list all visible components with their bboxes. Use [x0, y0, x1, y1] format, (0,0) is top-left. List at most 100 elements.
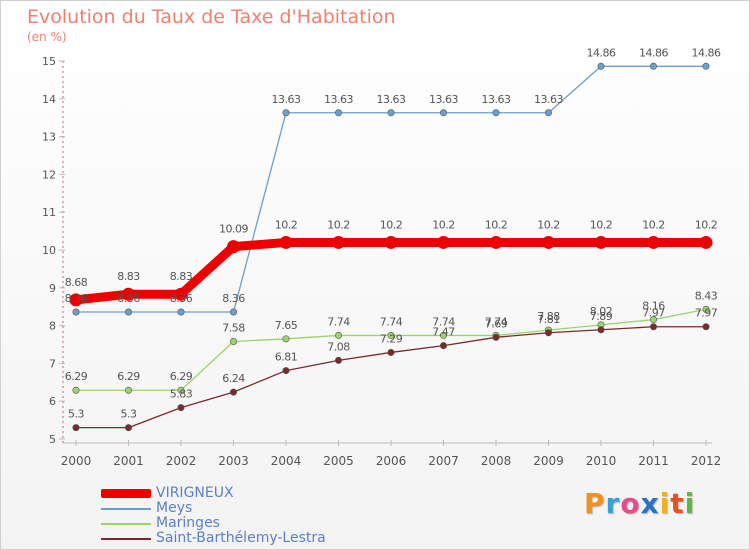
data-label-saint-barthelemy-lestra: 5.3 — [121, 408, 137, 421]
series-layer — [69, 62, 713, 432]
data-label-meys: 13.63 — [429, 93, 458, 106]
data-label-saint-barthelemy-lestra: 7.69 — [485, 317, 508, 330]
series-saint-barthelemy-lestra — [72, 323, 710, 432]
data-label-meys: 13.63 — [534, 93, 563, 106]
x-tick-label: 2002 — [166, 454, 197, 468]
data-point-saint-barthelemy-lestra — [439, 342, 447, 350]
data-point-meys — [492, 109, 500, 117]
logo-letter: i — [684, 487, 696, 520]
data-label-meys: 13.63 — [377, 93, 406, 106]
x-tick-label: 2007 — [428, 454, 459, 468]
data-label-saint-barthelemy-lestra: 5.83 — [170, 388, 193, 401]
data-point-maringes — [439, 331, 447, 339]
data-point-maringes — [72, 386, 80, 394]
data-point-saint-barthelemy-lestra — [702, 323, 710, 331]
data-label-virigneux: 8.68 — [65, 276, 88, 289]
data-label-maringes: 8.02 — [590, 305, 613, 318]
data-label-meys: 8.36 — [170, 292, 193, 305]
data-label-virigneux: 10.2 — [590, 218, 613, 231]
data-point-saint-barthelemy-lestra — [72, 424, 80, 432]
data-point-virigneux — [227, 240, 240, 254]
data-label-maringes: 6.29 — [117, 370, 140, 383]
x-tick-label: 2005 — [323, 454, 354, 468]
data-label-saint-barthelemy-lestra: 7.89 — [590, 310, 613, 323]
y-tick-label: 10 — [42, 244, 56, 257]
data-label-virigneux: 10.09 — [219, 223, 248, 236]
data-point-meys — [649, 62, 657, 70]
data-point-maringes — [282, 335, 290, 343]
data-point-maringes — [177, 386, 185, 394]
data-label-virigneux: 10.2 — [695, 218, 718, 231]
data-point-saint-barthelemy-lestra — [544, 329, 552, 337]
data-point-maringes — [702, 305, 710, 313]
y-tick-label: 7 — [49, 357, 56, 370]
data-label-meys: 14.86 — [639, 46, 668, 59]
y-tick-label: 9 — [49, 282, 56, 295]
data-point-virigneux — [594, 235, 608, 249]
data-point-maringes — [125, 386, 133, 394]
data-label-virigneux: 10.2 — [380, 218, 403, 231]
data-point-maringes — [387, 331, 395, 339]
data-label-meys: 13.63 — [272, 93, 301, 106]
legend-swatch — [101, 489, 151, 498]
data-label-saint-barthelemy-lestra: 7.97 — [642, 307, 665, 320]
data-label-virigneux: 8.83 — [117, 270, 140, 283]
data-point-meys — [597, 62, 605, 70]
legend-label: Maringes — [156, 515, 220, 531]
data-point-saint-barthelemy-lestra — [597, 326, 605, 334]
x-tick-label: 2010 — [586, 454, 617, 468]
data-point-saint-barthelemy-lestra — [649, 323, 657, 331]
data-label-maringes: 6.29 — [170, 370, 193, 383]
logo-letter: x — [640, 487, 660, 520]
logo-letter: i — [659, 487, 671, 520]
y-tick-label: 14 — [42, 93, 56, 106]
data-label-meys: 8.36 — [222, 292, 245, 305]
data-label-meys: 14.86 — [692, 46, 721, 59]
data-label-meys: 8.36 — [117, 292, 140, 305]
data-label-maringes: 7.74 — [485, 315, 508, 328]
data-point-virigneux — [489, 235, 503, 249]
data-point-meys — [387, 109, 395, 117]
data-label-virigneux: 10.2 — [537, 218, 560, 231]
proxiti-logo: Proxiti — [584, 487, 695, 520]
data-point-meys — [544, 109, 552, 117]
data-label-saint-barthelemy-lestra: 5.3 — [68, 408, 84, 421]
data-label-virigneux: 10.2 — [642, 218, 665, 231]
data-label-meys: 13.63 — [324, 93, 353, 106]
chart-title: Evolution du Taux de Taxe d'Habitation — [27, 6, 396, 28]
legend-swatch — [101, 538, 151, 540]
data-label-virigneux: 10.2 — [275, 218, 298, 231]
y-tick-label: 6 — [49, 395, 56, 408]
x-tick-label: 2000 — [61, 454, 92, 468]
data-label-saint-barthelemy-lestra: 6.81 — [275, 351, 298, 364]
data-point-virigneux — [122, 287, 135, 301]
y-tick-label: 11 — [42, 206, 56, 219]
x-tick-label: 2011 — [638, 454, 669, 468]
series-meys — [72, 62, 710, 316]
data-label-maringes: 8.16 — [642, 300, 665, 313]
data-label-saint-barthelemy-lestra: 7.29 — [380, 332, 403, 345]
x-tick-label: 2009 — [533, 454, 564, 468]
data-point-virigneux — [542, 235, 555, 249]
x-tick-label: 2004 — [271, 454, 302, 468]
data-label-maringes: 8.43 — [695, 289, 718, 302]
y-tick-label: 15 — [42, 55, 56, 68]
y-tick-label: 13 — [42, 131, 56, 144]
data-label-maringes: 7.74 — [380, 315, 403, 328]
data-point-meys — [177, 308, 185, 316]
x-tick-label: 2008 — [481, 454, 512, 468]
data-label-saint-barthelemy-lestra: 6.24 — [222, 372, 245, 385]
y-tick-label: 8 — [49, 320, 56, 333]
logo-letter: o — [620, 487, 641, 520]
data-label-virigneux: 8.83 — [170, 270, 193, 283]
legend-label: Saint-Barthélemy-Lestra — [156, 530, 326, 546]
x-tick-label: 2001 — [113, 454, 144, 468]
data-point-saint-barthelemy-lestra — [387, 348, 395, 356]
x-tick-label: 2012 — [691, 454, 722, 468]
legend-label: Meys — [156, 500, 193, 516]
data-label-maringes: 7.74 — [432, 315, 455, 328]
data-label-virigneux: 10.2 — [432, 218, 455, 231]
data-point-meys — [702, 62, 710, 70]
